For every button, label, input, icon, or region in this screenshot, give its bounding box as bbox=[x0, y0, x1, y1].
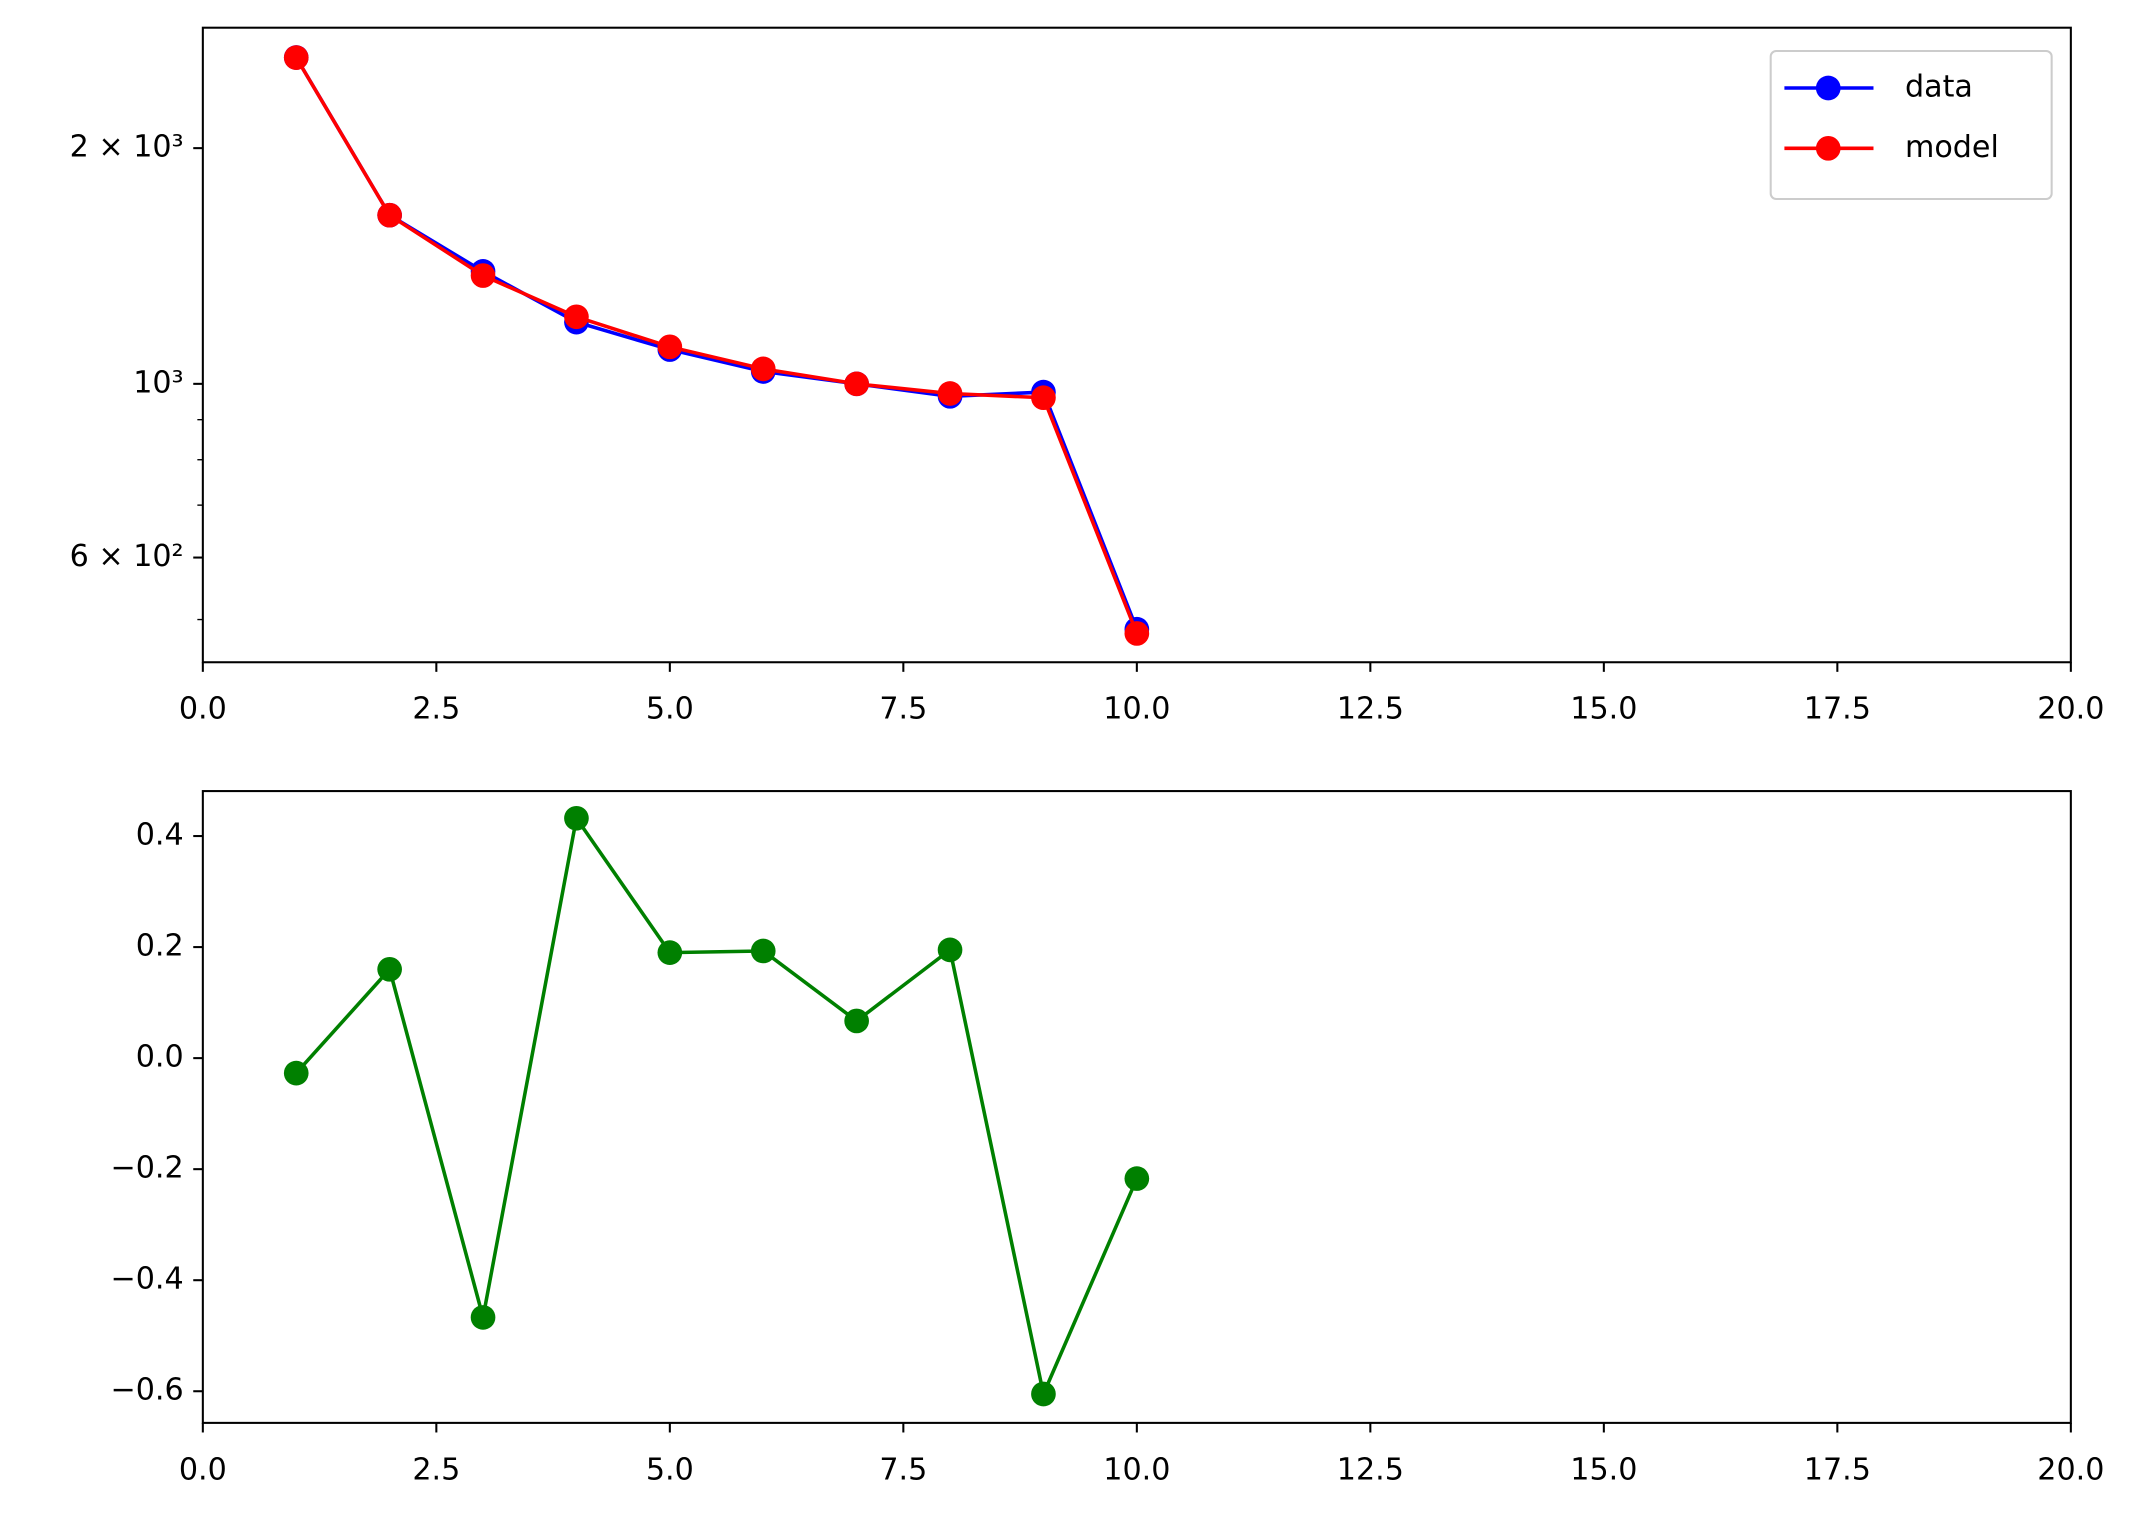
marker bbox=[377, 956, 402, 982]
series-line bbox=[294, 813, 1139, 1400]
marker bbox=[283, 1060, 309, 1086]
marker bbox=[564, 805, 589, 831]
x-tick-label: 17.5 bbox=[1804, 1452, 1871, 1487]
marker bbox=[657, 940, 683, 965]
marker bbox=[844, 371, 869, 397]
marker bbox=[564, 304, 589, 330]
y-tick-label: −0.6 bbox=[110, 1373, 183, 1408]
x-tick-label: 5.0 bbox=[646, 692, 694, 727]
legend-label: data bbox=[1905, 70, 1973, 105]
x-tick-label: 5.0 bbox=[646, 1452, 694, 1487]
x-tick-label: 15.0 bbox=[1570, 692, 1637, 727]
y-tick-label: 0.0 bbox=[136, 1040, 184, 1075]
marker bbox=[1031, 1381, 1056, 1407]
legend-label: model bbox=[1905, 130, 1999, 165]
marker bbox=[937, 937, 963, 963]
axes-frame bbox=[201, 26, 2072, 664]
marker bbox=[470, 1305, 496, 1330]
marker bbox=[1031, 385, 1056, 411]
legend-marker bbox=[1815, 75, 1841, 101]
marker bbox=[937, 381, 963, 406]
x-tick-label: 20.0 bbox=[2037, 692, 2104, 727]
y-tick-label: −0.4 bbox=[110, 1262, 183, 1297]
legend-marker bbox=[1815, 135, 1841, 161]
axes-frame bbox=[201, 790, 2072, 1424]
marker bbox=[844, 1008, 869, 1034]
marker bbox=[377, 202, 402, 228]
x-tick-label: 12.5 bbox=[1337, 692, 1404, 727]
x-tick-label: 0.0 bbox=[179, 1452, 227, 1487]
marker bbox=[1124, 621, 1150, 646]
y-tick-label: −0.2 bbox=[110, 1151, 183, 1186]
y-tick-label: 6 × 10² bbox=[70, 539, 184, 574]
marker bbox=[1124, 1166, 1150, 1191]
x-tick-label: 20.0 bbox=[2037, 1452, 2104, 1487]
x-tick-label: 12.5 bbox=[1337, 1452, 1404, 1487]
x-tick-label: 2.5 bbox=[412, 692, 460, 727]
x-tick-label: 10.0 bbox=[1103, 692, 1170, 727]
marker bbox=[750, 938, 776, 964]
series-line bbox=[294, 56, 1139, 630]
y-tick-label: 10³ bbox=[133, 365, 183, 400]
x-tick-label: 17.5 bbox=[1804, 692, 1871, 727]
x-tick-label: 0.0 bbox=[179, 692, 227, 727]
x-tick-label: 2.5 bbox=[412, 1452, 460, 1487]
x-tick-label: 15.0 bbox=[1570, 1452, 1637, 1487]
x-tick-label: 10.0 bbox=[1103, 1452, 1170, 1487]
y-tick-label: 2 × 10³ bbox=[70, 130, 184, 165]
x-tick-label: 7.5 bbox=[879, 692, 927, 727]
y-tick-label: 0.2 bbox=[136, 929, 184, 964]
x-tick-label: 7.5 bbox=[879, 1452, 927, 1487]
marker bbox=[283, 45, 309, 70]
marker bbox=[657, 334, 683, 360]
marker bbox=[470, 263, 496, 288]
series-line bbox=[294, 56, 1139, 635]
y-tick-label: 0.4 bbox=[136, 818, 184, 853]
legend: data model bbox=[1769, 49, 2053, 201]
marker bbox=[750, 356, 776, 382]
